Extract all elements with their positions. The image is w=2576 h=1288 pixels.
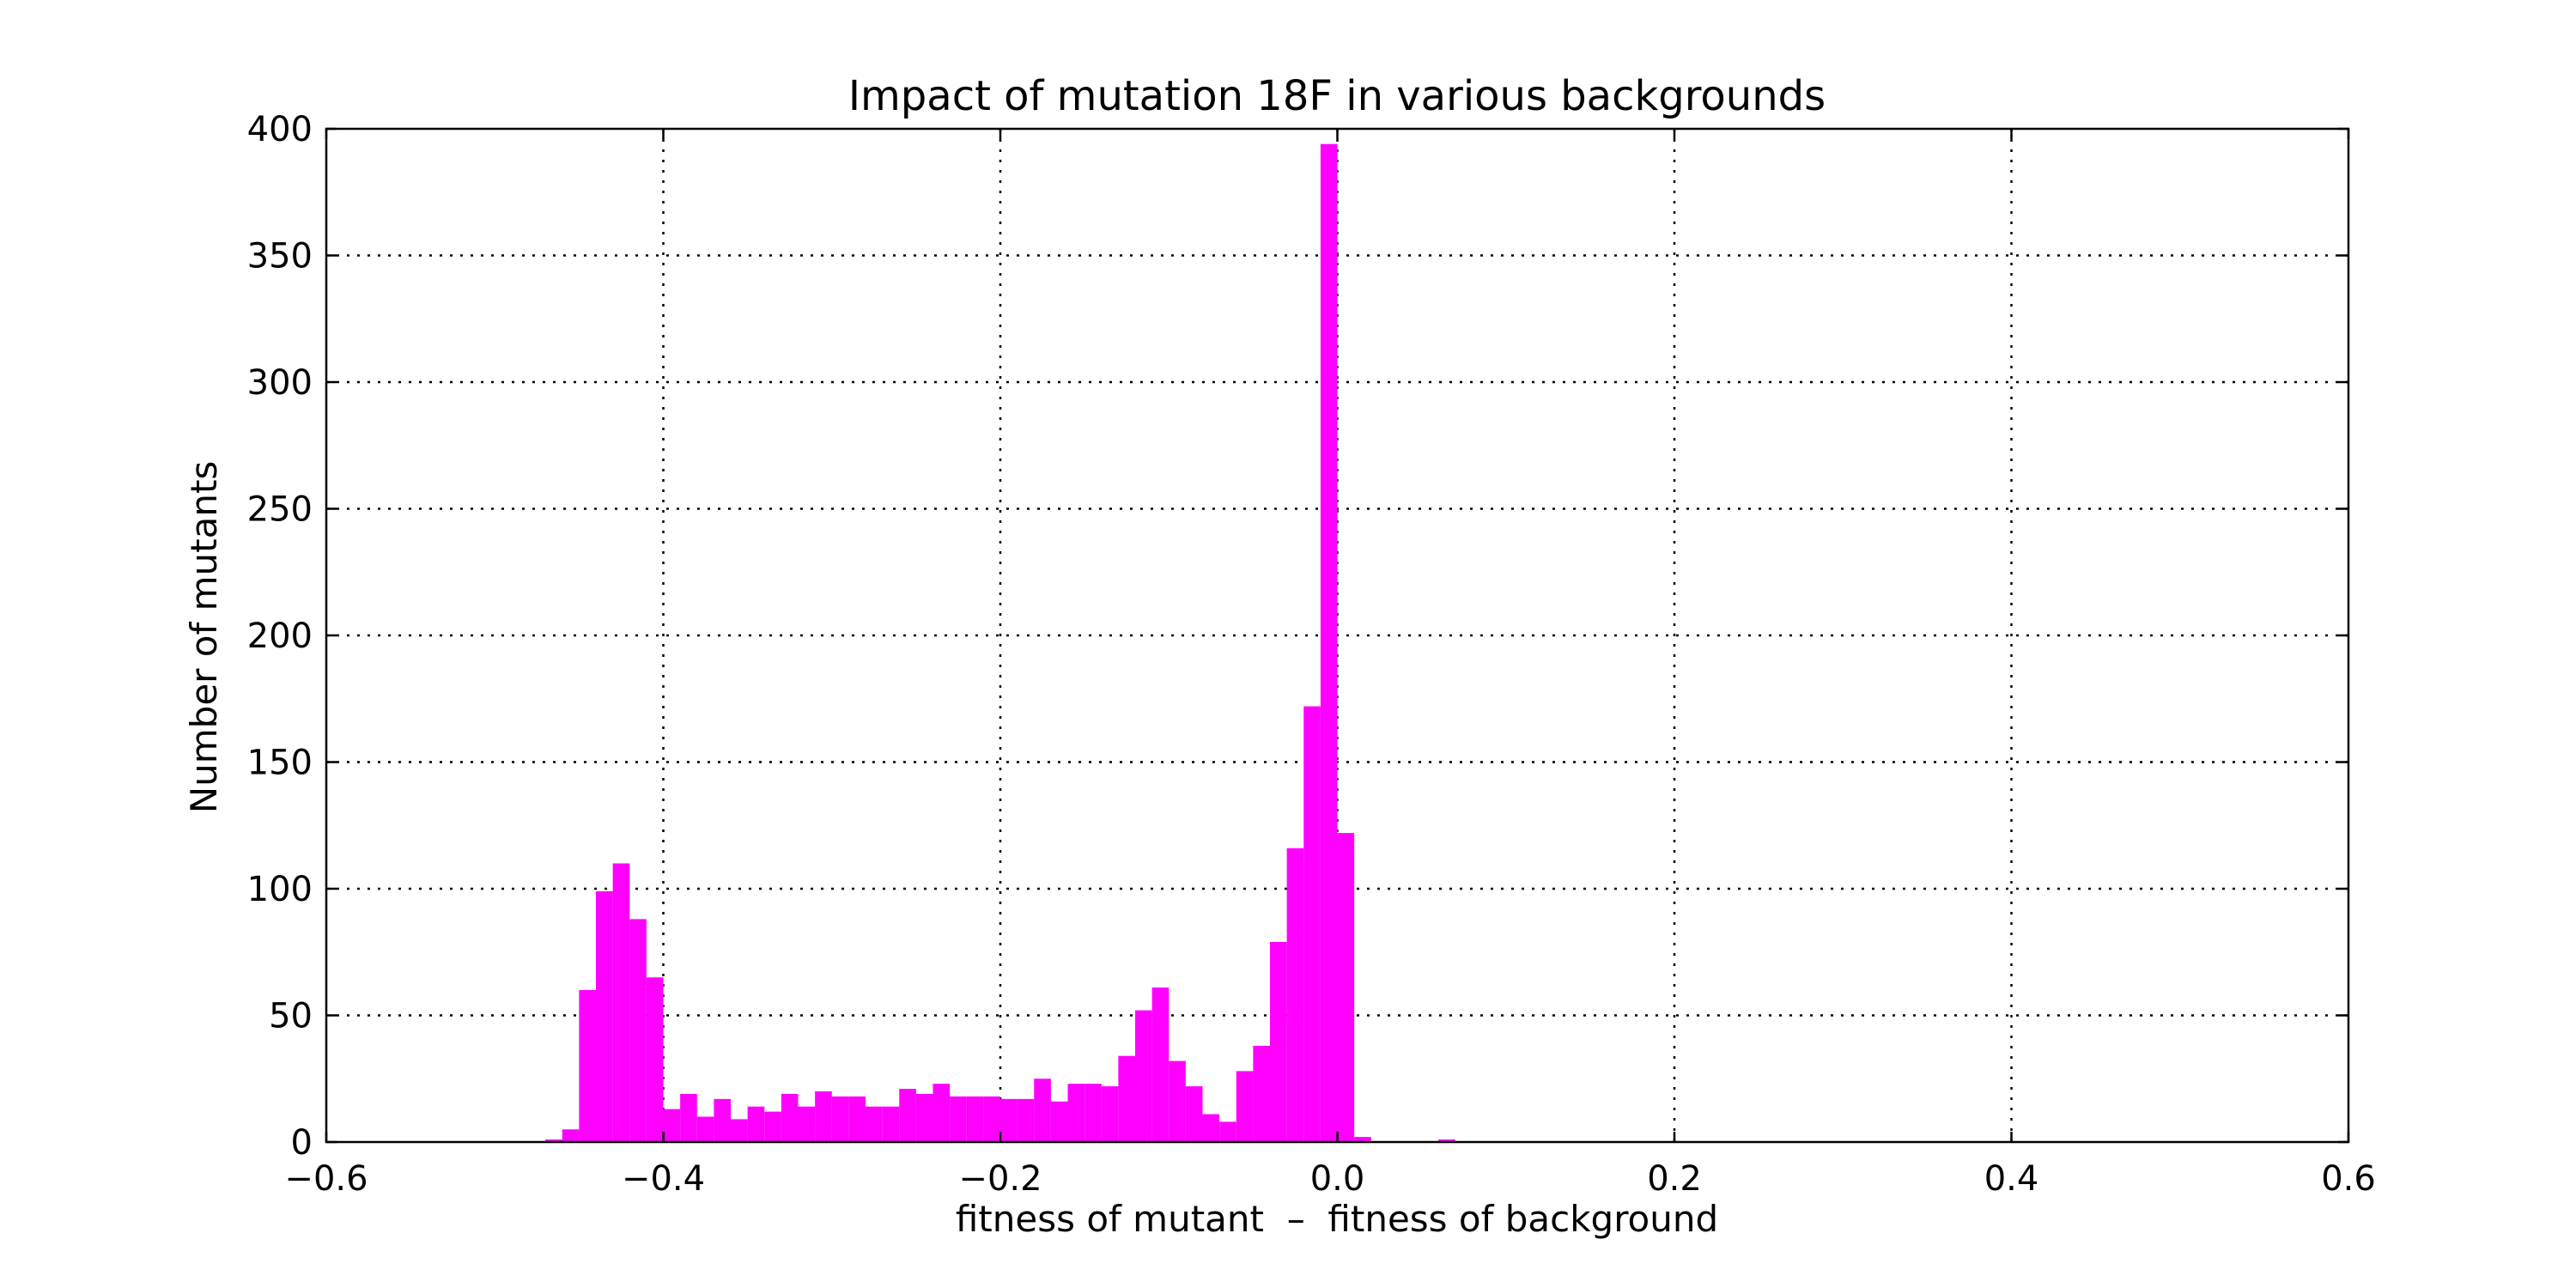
x-tick-label: 0.6: [2321, 1159, 2376, 1199]
histogram-bar: [1354, 1137, 1371, 1142]
histogram-bar: [899, 1089, 916, 1142]
histogram-bar: [1438, 1139, 1455, 1142]
y-tick-label: 0: [291, 1123, 313, 1163]
x-tick-label: 0.0: [1310, 1159, 1365, 1199]
histogram-bar: [696, 1116, 714, 1142]
histogram-bar: [731, 1119, 748, 1142]
x-tick-label: 0.4: [1984, 1159, 2039, 1199]
histogram-bar: [1337, 833, 1355, 1142]
y-axis-label: Number of mutants: [183, 461, 225, 814]
histogram-bar: [915, 1093, 933, 1142]
histogram-bar: [1303, 706, 1321, 1142]
histogram-bar: [1084, 1084, 1102, 1142]
histogram-bar: [596, 890, 613, 1142]
histogram-bar: [1034, 1078, 1051, 1142]
chart-title: Impact of mutation 18F in various backgr…: [848, 72, 1826, 120]
histogram-bar: [983, 1096, 1000, 1142]
histogram-bar: [1320, 143, 1338, 1143]
histogram-bar: [629, 919, 647, 1142]
histogram-bar: [882, 1106, 900, 1142]
y-tick-label: 100: [247, 870, 313, 909]
histogram-bar: [646, 977, 664, 1142]
x-tick-label: −0.6: [284, 1159, 368, 1199]
histogram-bar: [848, 1096, 866, 1142]
histogram-bar: [1000, 1098, 1018, 1142]
y-tick-label: 200: [247, 617, 313, 656]
y-tick-label: 300: [247, 363, 313, 403]
histogram-bar: [1185, 1086, 1203, 1142]
histogram-bar: [966, 1096, 984, 1142]
histogram-bar: [747, 1106, 765, 1142]
histogram-bar: [1202, 1114, 1220, 1142]
histogram-bar: [831, 1096, 849, 1142]
histogram-bar: [1169, 1060, 1186, 1142]
histogram-bar: [680, 1093, 697, 1142]
histogram-bar: [815, 1091, 832, 1142]
histogram-bar: [1253, 1045, 1270, 1142]
y-tick-label: 50: [269, 997, 313, 1036]
histogram-bar: [579, 990, 596, 1142]
histogram-bar: [714, 1098, 731, 1142]
x-tick-label: −0.4: [622, 1159, 705, 1199]
histogram-bar: [545, 1139, 562, 1142]
histogram-bar: [1270, 941, 1287, 1142]
y-tick-label: 150: [247, 744, 313, 783]
histogram-bar: [1219, 1121, 1236, 1142]
histogram-bar: [866, 1106, 883, 1142]
histogram-bar: [1050, 1101, 1068, 1142]
histogram-bar: [1118, 1055, 1135, 1142]
histogram-bar: [1151, 987, 1170, 1142]
x-tick-label: 0.2: [1647, 1159, 1702, 1199]
x-axis-label: fitness of mutant – fitness of backgroun…: [956, 1198, 1718, 1240]
histogram-bar: [1135, 1010, 1152, 1142]
axis-ticks: −0.6 −0.4 −0.2 0.0 0.2 0.4 0.6 0 50 100 150 200 250 3…: [247, 110, 2376, 1199]
y-tick-label: 250: [247, 490, 313, 530]
histogram-bar: [612, 863, 630, 1142]
histogram-bar: [1101, 1086, 1119, 1142]
x-tick-label: −0.2: [958, 1159, 1042, 1199]
y-tick-label: 350: [247, 237, 313, 276]
plot-area-frame: [325, 127, 2350, 1144]
y-tick-label: 400: [247, 110, 313, 149]
histogram-bar: [663, 1109, 681, 1142]
histogram-bar: [1067, 1084, 1085, 1142]
histogram-bar: [798, 1106, 816, 1142]
histogram-bar: [1286, 848, 1304, 1142]
histogram-bar: [764, 1111, 781, 1142]
histogram-bar: [562, 1129, 580, 1142]
histogram-bar: [1017, 1098, 1035, 1142]
histogram-bar: [781, 1093, 799, 1142]
histogram-bar: [950, 1096, 967, 1142]
histogram-bar: [933, 1084, 951, 1142]
histogram-bars: [545, 143, 1455, 1143]
histogram-bar: [1236, 1071, 1254, 1142]
